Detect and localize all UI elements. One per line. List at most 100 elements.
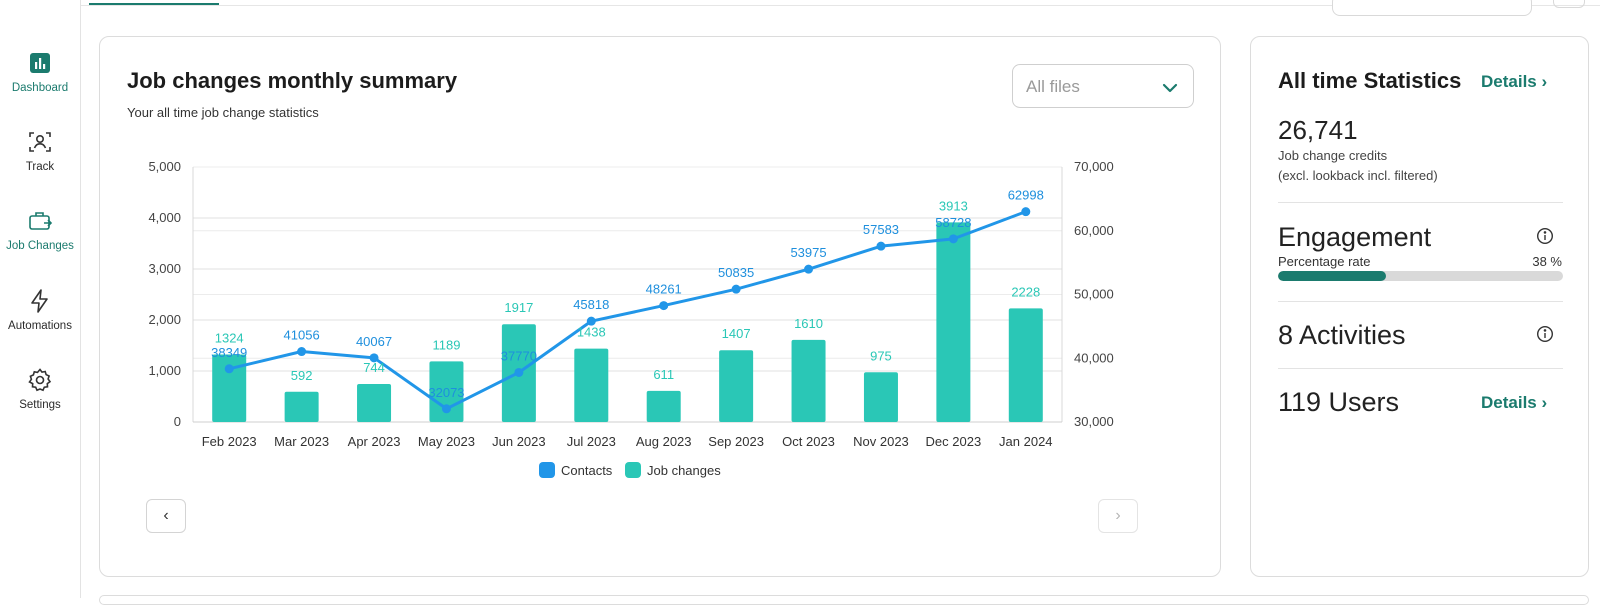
x-tick-label: Apr 2023 [348, 434, 401, 449]
y-right-tick-label: 50,000 [1074, 287, 1114, 302]
y-left-tick-label: 4,000 [148, 210, 181, 225]
chart-icon [30, 53, 50, 73]
divider [1278, 202, 1563, 203]
legend-swatch-contacts [539, 462, 555, 478]
divider [1278, 368, 1563, 369]
file-select-value: All files [1026, 77, 1080, 96]
bar [429, 361, 464, 422]
details-link[interactable]: Details › [1481, 72, 1548, 91]
engagement-rate-value: 38 % [1532, 254, 1562, 269]
line-point [297, 347, 307, 357]
legend-label: Contacts [561, 463, 613, 478]
sidebar-item-automations[interactable]: Automations [0, 288, 80, 332]
bar [646, 390, 681, 422]
x-tick-label: Aug 2023 [636, 434, 692, 449]
activities-count: 8 Activities [1278, 320, 1406, 350]
y-right-tick-label: 40,000 [1074, 350, 1114, 365]
prev-page-button[interactable]: ‹ [146, 499, 186, 533]
y-left-tick-label: 3,000 [148, 261, 181, 276]
line-point [224, 364, 234, 374]
users-details-link[interactable]: Details › [1481, 393, 1548, 412]
active-tab-indicator [89, 0, 219, 5]
y-right-tick-label: 60,000 [1074, 223, 1114, 238]
person-scan-icon [29, 132, 51, 152]
x-tick-label: Nov 2023 [853, 434, 909, 449]
bar-data-label: 611 [653, 367, 674, 382]
bar [863, 372, 898, 422]
bar [357, 384, 392, 422]
card-title: Job changes monthly summary [127, 68, 458, 93]
engagement-rate-label: Percentage rate [1278, 254, 1371, 269]
users-count: 119 Users [1278, 387, 1400, 417]
sidebar-item-job-changes[interactable]: Job Changes [0, 208, 80, 252]
line-data-label: 58728 [935, 215, 971, 230]
line-point [731, 284, 741, 294]
line-point [1021, 207, 1031, 217]
line-point [948, 234, 958, 244]
line-point [441, 404, 451, 414]
credits-label: Job change credits [1278, 148, 1388, 163]
sidebar-item-track[interactable]: Track [0, 129, 80, 173]
line-data-label: 40067 [356, 334, 392, 349]
stats-card: All time Statistics Details › 26,741 Job… [1250, 36, 1589, 577]
lightning-icon [31, 289, 48, 313]
x-tick-label: Jul 2023 [567, 434, 616, 449]
bar [719, 350, 754, 422]
contacts-line [228, 210, 1027, 411]
bar [936, 222, 971, 422]
x-tick-label: May 2023 [418, 434, 475, 449]
sidebar-item-dashboard[interactable]: Dashboard [0, 50, 80, 94]
bar-data-label: 1438 [577, 325, 606, 340]
card-subtitle: Your all time job change statistics [127, 105, 319, 120]
legend-label: Job changes [647, 463, 721, 478]
line-data-label: 37770 [501, 348, 537, 363]
bar-data-label: 1189 [432, 337, 460, 352]
info-icon[interactable] [1536, 227, 1554, 245]
y-left-tick-label: 2,000 [148, 312, 181, 327]
sidebar-item-label: Job Changes [6, 240, 74, 252]
briefcase-icon [29, 212, 53, 230]
bar [284, 391, 319, 422]
x-tick-label: Sep 2023 [708, 434, 764, 449]
bottom-card [99, 595, 1589, 605]
bar-data-label: 1917 [504, 300, 533, 315]
bar [212, 354, 247, 422]
bar-data-label: 975 [870, 348, 892, 363]
divider [1278, 301, 1563, 302]
bar-data-label: 3913 [939, 198, 968, 213]
x-tick-label: Oct 2023 [782, 434, 835, 449]
next-page-button[interactable]: › [1098, 499, 1138, 533]
sidebar-item-label: Automations [8, 320, 72, 332]
gear-icon [28, 368, 52, 392]
bar [1008, 308, 1043, 422]
job-changes-card: Job changes monthly summary Your all tim… [99, 36, 1221, 577]
top-border [80, 0, 1600, 6]
bar [574, 348, 609, 422]
top-button[interactable] [1553, 0, 1585, 8]
y-right-tick-label: 30,000 [1074, 414, 1114, 429]
info-icon[interactable] [1536, 325, 1554, 343]
line-data-label: 50835 [718, 265, 754, 280]
sidebar-item-label: Dashboard [11, 82, 69, 94]
y-right-tick-label: 70,000 [1074, 159, 1114, 174]
bar-data-label: 744 [363, 360, 385, 375]
line-data-label: 41056 [284, 328, 320, 343]
line-point [876, 241, 886, 251]
bar-data-label: 1610 [794, 316, 823, 331]
line-data-label: 62998 [1008, 188, 1044, 203]
sidebar-item-settings[interactable]: Settings [0, 367, 80, 411]
x-tick-label: Jun 2023 [492, 434, 546, 449]
x-tick-label: Mar 2023 [274, 434, 329, 449]
bar-data-label: 1407 [722, 326, 751, 341]
bar-data-label: 1324 [215, 330, 244, 345]
line-point [586, 316, 596, 326]
line-data-label: 38349 [211, 345, 247, 360]
y-left-tick-label: 1,000 [148, 363, 181, 378]
top-select[interactable] [1332, 0, 1532, 16]
x-tick-label: Jan 2024 [999, 434, 1053, 449]
x-tick-label: Feb 2023 [202, 434, 257, 449]
sidebar-item-label: Settings [19, 399, 61, 411]
file-select[interactable]: All files [1012, 64, 1194, 108]
credits-note: (excl. lookback incl. filtered) [1278, 168, 1438, 183]
line-data-label: 53975 [790, 245, 826, 260]
